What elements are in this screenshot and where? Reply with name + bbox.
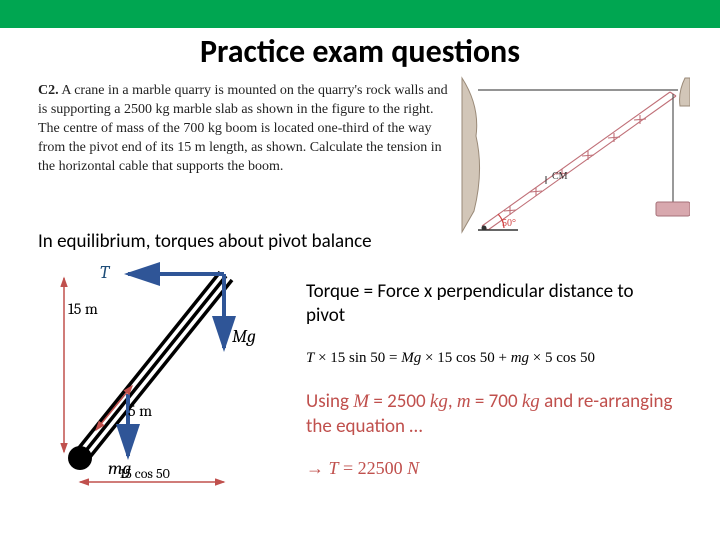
- question-text: C2. A crane in a marble quarry is mounte…: [38, 82, 448, 176]
- length-5-label: 5 m: [128, 402, 152, 420]
- cm-label: CM: [552, 171, 568, 182]
- angle-label: 50°: [502, 218, 516, 229]
- page-title: Practice exam questions: [0, 32, 720, 71]
- question-body: A crane in a marble quarry is mounted on…: [38, 83, 448, 174]
- boom: [482, 92, 676, 230]
- wall-right: [680, 78, 690, 106]
- title-bar: [0, 0, 720, 28]
- tension-label: T: [100, 262, 111, 283]
- length-15-label: 15 m: [68, 300, 98, 318]
- substitution-text: Using M = 2500 kg, m = 700 kg and re-arr…: [306, 390, 686, 439]
- boom-line-3: [86, 280, 232, 462]
- force-diagram: T Mg mg 15 m 5 m 15 cos 50: [52, 256, 292, 486]
- projection-label: 15 cos 50: [120, 465, 170, 482]
- moment-equation: T × 15 sin 50 = Mg × 15 cos 50 + mg × 5 …: [306, 350, 595, 367]
- pivot-circle: [68, 446, 92, 470]
- marble-slab: [656, 202, 690, 216]
- wall-left: [462, 78, 480, 232]
- boom-line-2: [80, 276, 226, 458]
- equilibrium-statement: In equilibrium, torques about pivot bala…: [38, 230, 372, 253]
- torque-definition: Torque = Force x perpendicular distance …: [306, 280, 666, 328]
- crane-figure: CM 50°: [460, 76, 690, 236]
- Mg-label: Mg: [232, 326, 256, 347]
- result: → T = 22500 N: [306, 458, 419, 479]
- question-number: C2.: [38, 83, 59, 98]
